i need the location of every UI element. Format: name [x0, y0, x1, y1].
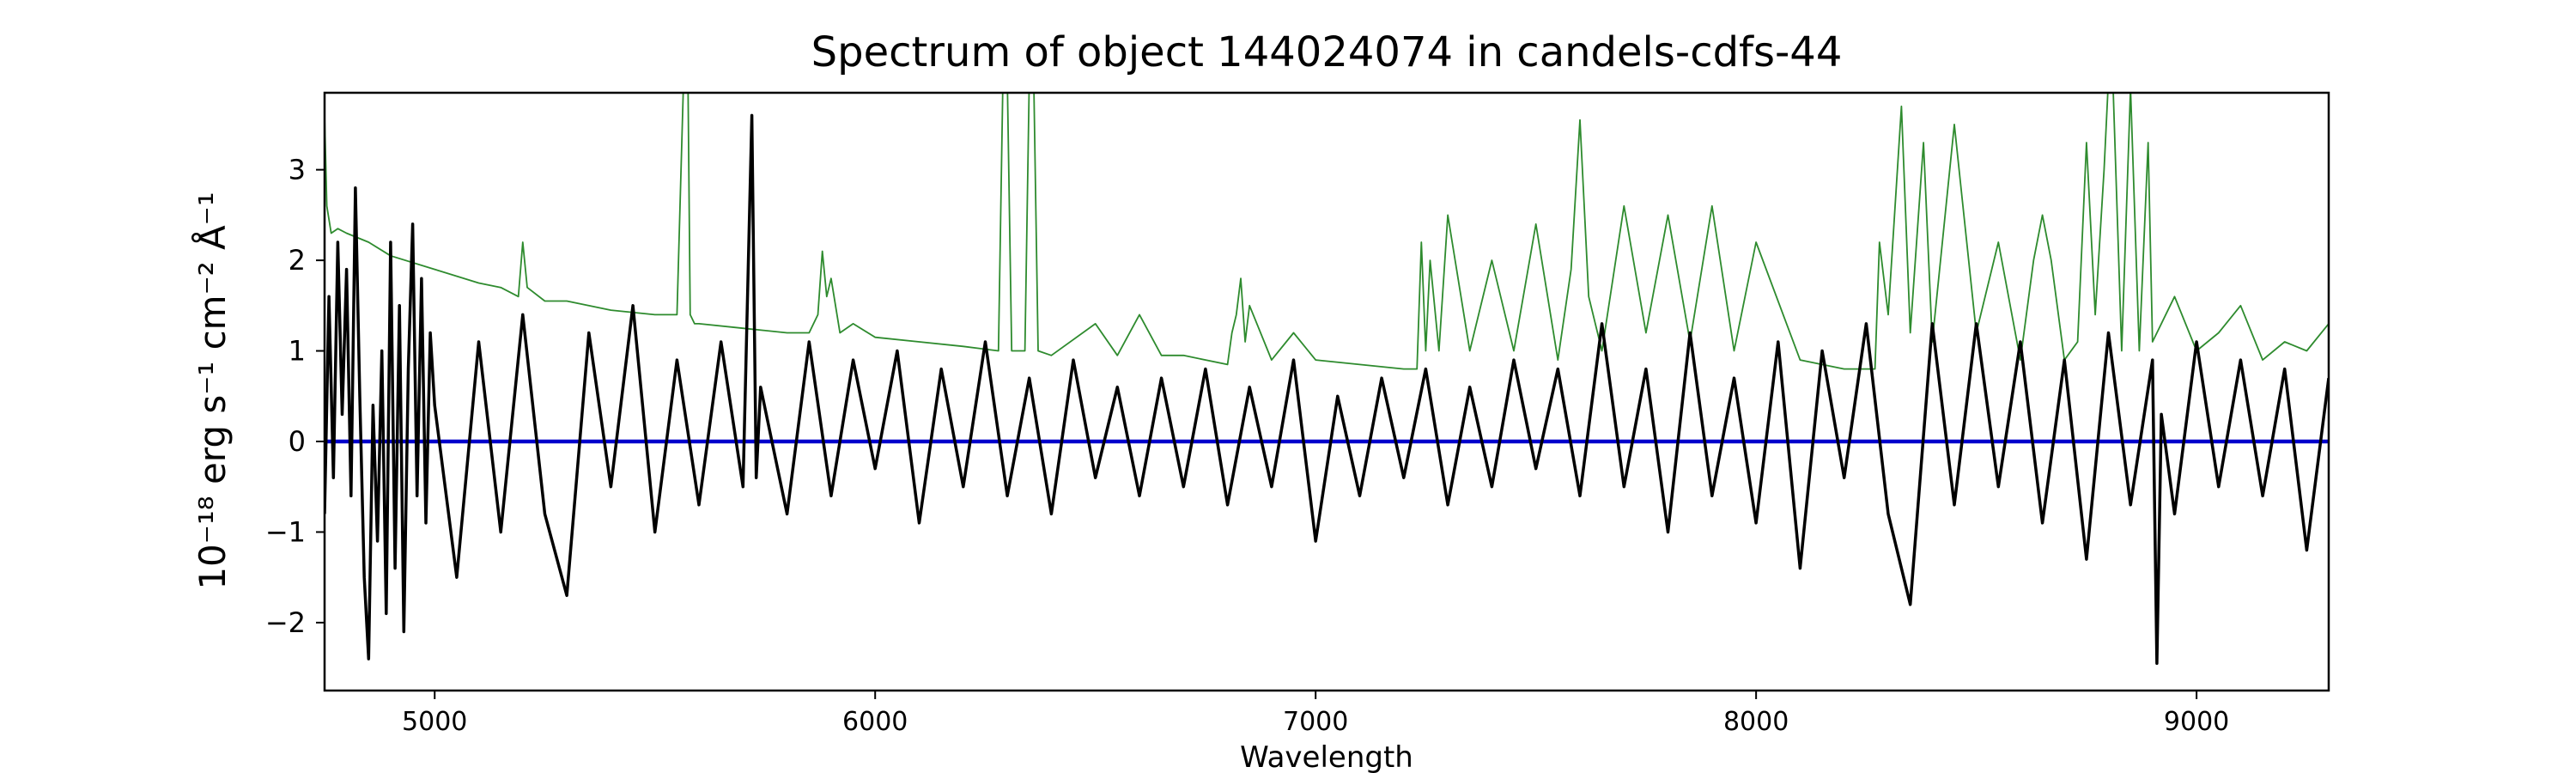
y-tick-label: −1: [265, 515, 306, 548]
x-tick-label: 6000: [842, 707, 908, 737]
x-tick-label: 7000: [1283, 707, 1348, 737]
plot-area: [325, 93, 2329, 666]
chart-title: Spectrum of object 144024074 in candels-…: [811, 28, 1843, 76]
y-tick-label: −2: [265, 606, 306, 639]
x-axis: 5000 6000 7000 8000 9000: [402, 691, 2229, 737]
x-tick-label: 8000: [1723, 707, 1789, 737]
series-flux-line: [325, 113, 2329, 666]
y-tick-label: 3: [289, 154, 306, 186]
x-axis-label: Wavelength: [1240, 740, 1413, 773]
x-tick-label: 5000: [402, 707, 467, 737]
x-tick-label: 9000: [2164, 707, 2229, 737]
y-tick-label: 0: [289, 425, 306, 458]
y-tick-label: 2: [289, 244, 306, 277]
series-noise-line: [325, 93, 2329, 370]
y-axis: −2 −1 0 1 2 3: [265, 154, 325, 639]
y-tick-label: 1: [289, 335, 306, 368]
plot-frame: [323, 91, 2330, 692]
y-axis-label: 10⁻¹⁸ erg s⁻¹ cm⁻² Å⁻¹: [191, 192, 234, 589]
